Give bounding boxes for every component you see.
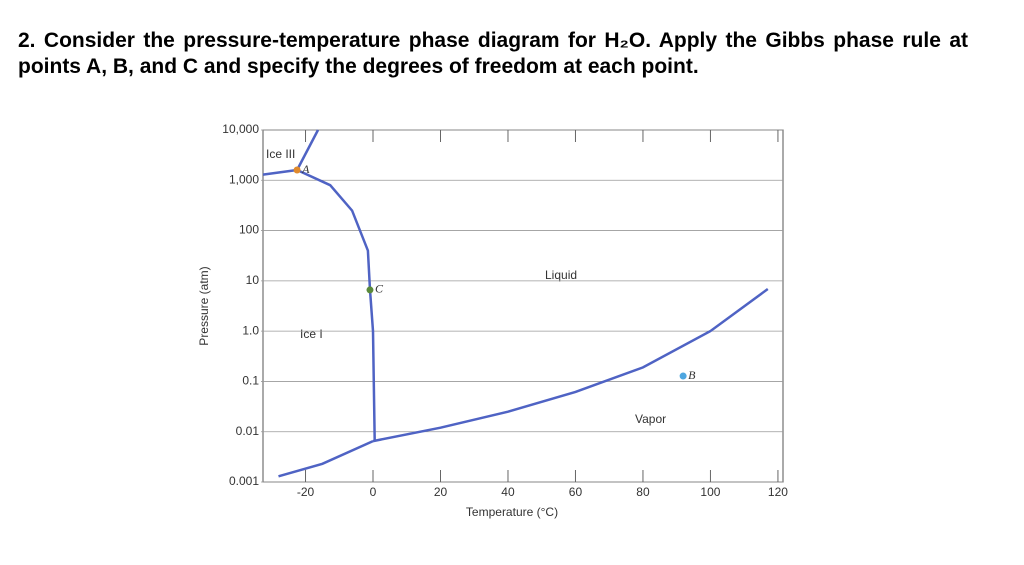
x-tick-label: 40	[501, 485, 515, 499]
y-tick-label: 0.1	[242, 374, 259, 388]
point-label: C	[375, 282, 384, 296]
phase-boundary	[295, 129, 320, 171]
x-tick-label: 120	[768, 485, 788, 499]
point-label: B	[688, 368, 696, 382]
region-label: Ice III	[266, 147, 295, 161]
x-axis-title: Temperature (°C)	[466, 505, 558, 519]
y-axis-title: Pressure (atm)	[197, 266, 211, 345]
phase-boundary	[372, 287, 769, 443]
point	[366, 286, 374, 294]
x-tick-label: 60	[569, 485, 583, 499]
x-tick-label: 20	[434, 485, 448, 499]
region-label: Ice I	[300, 327, 323, 341]
point-label: A	[301, 162, 310, 176]
phase-boundary	[262, 168, 298, 176]
region-label: Liquid	[545, 268, 577, 282]
y-tick-label: 0.01	[236, 424, 260, 438]
x-tick-label: 80	[636, 485, 650, 499]
y-tick-label: 10	[246, 273, 260, 287]
x-tick-label: 100	[700, 485, 720, 499]
x-tick-label: -20	[297, 485, 315, 499]
region-label: Vapor	[635, 412, 666, 426]
y-tick-label: 1.0	[242, 323, 259, 337]
plot-frame	[262, 129, 784, 483]
x-tick-label: 0	[370, 485, 377, 499]
y-tick-label: 100	[239, 223, 259, 237]
phase-boundary	[296, 168, 376, 442]
question: 2. Consider the pressure-temperature pha…	[18, 29, 968, 78]
y-tick-label: 1,000	[229, 172, 259, 186]
y-tick-label: 0.001	[229, 474, 259, 488]
point	[293, 166, 301, 174]
point	[679, 372, 687, 380]
phase-boundary	[278, 439, 374, 478]
y-tick-label: 10,000	[222, 122, 259, 136]
